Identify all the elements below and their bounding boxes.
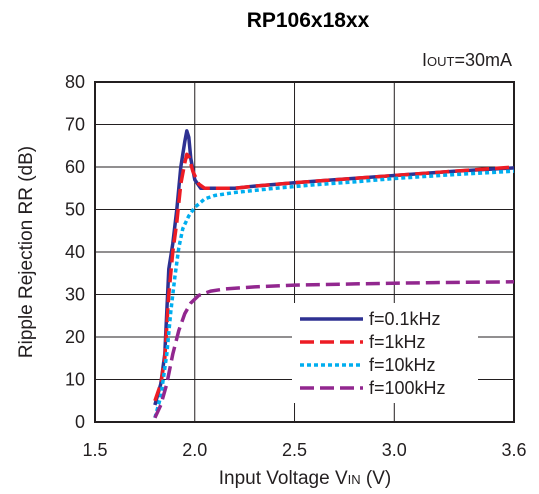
plot-frame <box>94 81 515 423</box>
x-tick-label: 2.5 <box>282 440 307 460</box>
y-tick-label: 50 <box>65 200 85 220</box>
y-tick-label: 40 <box>65 242 85 262</box>
chart-title: RP106x18xx <box>247 9 370 32</box>
x-tick-label: 1.5 <box>82 440 107 460</box>
y-tick-label: 60 <box>65 157 85 177</box>
y-tick-label: 80 <box>65 72 85 92</box>
axis-ticks: 0 10 20 30 40 50 60 70 80 1.5 2.0 2.5 3.0 3.6 <box>65 72 527 460</box>
x-tick-label: 3.0 <box>382 440 407 460</box>
legend-label: f=10kHz <box>369 355 436 375</box>
series-line-3 <box>153 169 515 419</box>
x-tick-label: 3.6 <box>501 440 526 460</box>
y-tick-label: 0 <box>75 412 85 432</box>
y-tick-label: 70 <box>65 115 85 135</box>
y-tick-label: 20 <box>65 327 85 347</box>
y-tick-label: 10 <box>65 370 85 390</box>
x-tick-label: 2.0 <box>182 440 207 460</box>
series <box>153 129 515 419</box>
legend-label: f=1kHz <box>369 332 426 352</box>
series-line-4 <box>153 280 515 419</box>
series-line-2 <box>153 152 515 402</box>
legend-label: f=100kHz <box>369 378 446 398</box>
legend-label: f=0.1kHz <box>369 309 441 329</box>
y-axis-label: Ripple Rejection RR (dB) <box>16 146 37 358</box>
x-axis-label: Input Voltage VIN (V) <box>219 468 392 489</box>
condition-label: IOUT=30mA <box>422 50 512 70</box>
legend: f=0.1kHz f=1kHz f=10kHz f=100kHz <box>292 303 478 403</box>
y-tick-label: 30 <box>65 285 85 305</box>
